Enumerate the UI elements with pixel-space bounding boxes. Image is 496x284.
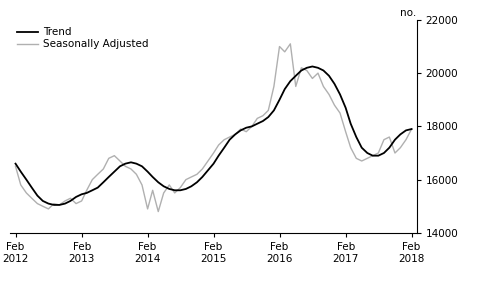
Text: no.: no. bbox=[400, 8, 417, 18]
Legend: Trend, Seasonally Adjusted: Trend, Seasonally Adjusted bbox=[15, 25, 151, 51]
